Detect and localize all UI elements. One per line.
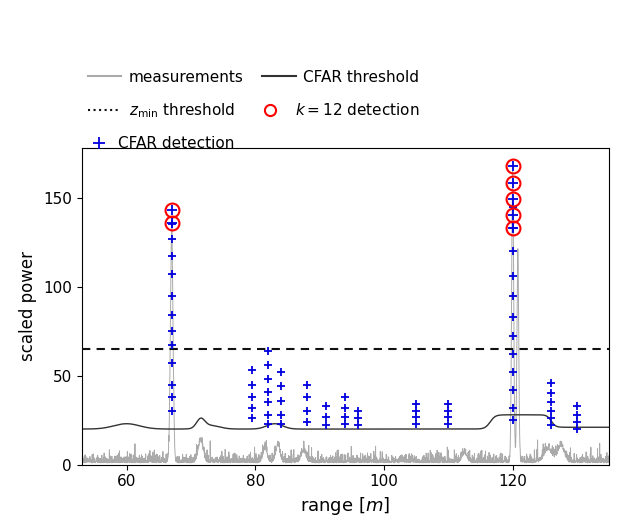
X-axis label: range $[m]$: range $[m]$ bbox=[300, 495, 391, 517]
Legend: CFAR detection: CFAR detection bbox=[82, 130, 241, 157]
Y-axis label: scaled power: scaled power bbox=[19, 251, 38, 361]
